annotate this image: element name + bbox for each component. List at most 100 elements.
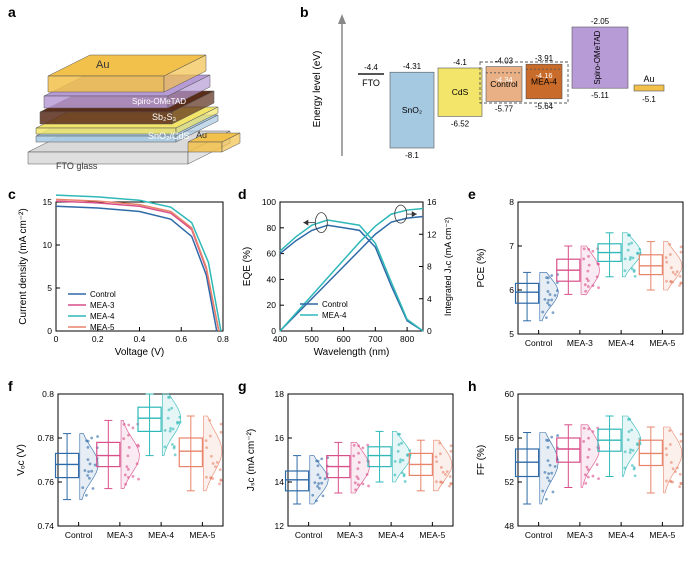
jv-curve-svg: 00.20.40.60.8051015Voltage (V)Current de…	[8, 186, 233, 361]
svg-text:0.74: 0.74	[37, 521, 54, 531]
panel-h: h 48525660FF (%)ControlMEA-3MEA-4MEA-5	[468, 378, 693, 563]
svg-text:Control: Control	[322, 300, 348, 309]
panel-a: a FTO glassSnO₂/CdSSb₂S₃Spiro-OMeTADAuAu	[8, 4, 268, 174]
svg-text:7: 7	[509, 241, 514, 251]
svg-text:8: 8	[427, 262, 432, 272]
svg-text:-5.11: -5.11	[591, 91, 609, 100]
svg-text:20: 20	[267, 300, 277, 310]
svg-text:-5.77: -5.77	[495, 104, 514, 113]
panel-g: g 12141618Jₛc (mA cm⁻²)ControlMEA-3MEA-4…	[238, 378, 463, 563]
svg-text:15: 15	[43, 197, 53, 207]
svg-text:500: 500	[305, 334, 319, 344]
device-stack-svg: FTO glassSnO₂/CdSSb₂S₃Spiro-OMeTADAuAu	[8, 4, 268, 174]
svg-text:Control: Control	[490, 79, 518, 89]
svg-text:Spiro-OMeTAD: Spiro-OMeTAD	[593, 30, 602, 84]
svg-text:10: 10	[43, 240, 53, 250]
svg-text:SnO₂/CdS: SnO₂/CdS	[148, 131, 190, 141]
svg-text:Voltage (V): Voltage (V)	[115, 347, 164, 358]
svg-text:Control: Control	[65, 530, 93, 540]
ff-box-svg: 48525660FF (%)ControlMEA-3MEA-4MEA-5	[468, 378, 693, 563]
panel-e: e 5678PCE (%)ControlMEA-3MEA-4MEA-5	[468, 186, 693, 361]
svg-text:0.78: 0.78	[37, 433, 54, 443]
svg-text:MEA-5: MEA-5	[649, 338, 675, 348]
svg-text:0: 0	[54, 334, 59, 344]
svg-text:0: 0	[47, 326, 52, 336]
svg-text:MEA-4: MEA-4	[90, 312, 115, 321]
svg-text:60: 60	[267, 249, 277, 259]
voc-box-svg: 0.740.760.780.8Vₒc (V)ControlMEA-3MEA-4M…	[8, 378, 233, 563]
panel-c-label: c	[8, 186, 16, 202]
svg-text:12: 12	[275, 521, 285, 531]
svg-text:MEA-5: MEA-5	[189, 530, 215, 540]
panel-b-label: b	[300, 4, 309, 20]
svg-text:FTO: FTO	[362, 78, 380, 88]
svg-text:48: 48	[505, 521, 515, 531]
svg-text:-8.1: -8.1	[405, 151, 419, 160]
panel-a-label: a	[8, 4, 16, 20]
svg-text:Control: Control	[525, 338, 553, 348]
svg-text:Vₒc (V): Vₒc (V)	[16, 444, 27, 476]
panel-b: b Energy level (eV)-4.4FTO-4.31-8.1SnO₂-…	[300, 4, 692, 174]
panel-d: d 400500600700800020406080100Wavelength …	[238, 186, 463, 361]
svg-text:EQE (%): EQE (%)	[242, 247, 253, 286]
svg-text:MEA-4: MEA-4	[378, 530, 404, 540]
svg-text:PCE (%): PCE (%)	[476, 249, 487, 288]
jsc-box-svg: 12141618Jₛc (mA cm⁻²)ControlMEA-3MEA-4ME…	[238, 378, 463, 563]
svg-text:MEA-3: MEA-3	[567, 338, 593, 348]
svg-text:12: 12	[427, 229, 437, 239]
panel-h-label: h	[468, 378, 477, 394]
svg-text:60: 60	[505, 389, 515, 399]
svg-text:800: 800	[400, 334, 414, 344]
svg-text:18: 18	[275, 389, 285, 399]
svg-text:52: 52	[505, 477, 515, 487]
svg-text:0.8: 0.8	[217, 334, 229, 344]
svg-text:MEA-5: MEA-5	[419, 530, 445, 540]
svg-text:Spiro-OMeTAD: Spiro-OMeTAD	[132, 97, 186, 106]
svg-text:Control: Control	[295, 530, 323, 540]
panel-e-label: e	[468, 186, 476, 202]
svg-text:Control: Control	[90, 290, 116, 299]
eqe-svg: 400500600700800020406080100Wavelength (n…	[238, 186, 463, 361]
svg-text:14: 14	[275, 477, 285, 487]
svg-text:0.4: 0.4	[134, 334, 146, 344]
panel-g-label: g	[238, 378, 247, 394]
svg-text:MEA-4: MEA-4	[608, 338, 634, 348]
svg-text:56: 56	[505, 433, 515, 443]
svg-text:4: 4	[427, 294, 432, 304]
svg-text:-4.03: -4.03	[495, 57, 514, 66]
svg-text:Current density (mA cm⁻²): Current density (mA cm⁻²)	[18, 208, 29, 324]
svg-text:-4.4: -4.4	[364, 63, 378, 72]
svg-text:MEA-4: MEA-4	[531, 77, 557, 87]
svg-text:-2.05: -2.05	[591, 17, 610, 26]
svg-text:-5.1: -5.1	[642, 95, 656, 104]
svg-text:16: 16	[427, 197, 437, 207]
svg-text:0.2: 0.2	[92, 334, 104, 344]
svg-text:700: 700	[368, 334, 382, 344]
pce-box-svg: 5678PCE (%)ControlMEA-3MEA-4MEA-5	[468, 186, 693, 361]
svg-text:600: 600	[336, 334, 350, 344]
svg-text:5: 5	[509, 329, 514, 339]
svg-text:Control: Control	[525, 530, 553, 540]
svg-text:MEA-3: MEA-3	[90, 301, 115, 310]
svg-text:FF (%): FF (%)	[476, 445, 487, 476]
svg-text:MEA-3: MEA-3	[337, 530, 363, 540]
panel-d-label: d	[238, 186, 247, 202]
svg-text:0.8: 0.8	[42, 389, 54, 399]
svg-text:MEA-5: MEA-5	[649, 530, 675, 540]
svg-text:0.76: 0.76	[37, 477, 54, 487]
svg-text:40: 40	[267, 274, 277, 284]
svg-text:Au: Au	[643, 74, 654, 84]
svg-text:-4.1: -4.1	[453, 58, 467, 67]
svg-text:6: 6	[509, 285, 514, 295]
svg-text:0.6: 0.6	[175, 334, 187, 344]
svg-text:SnO₂: SnO₂	[402, 105, 422, 115]
svg-text:Au: Au	[196, 130, 207, 140]
svg-text:-6.52: -6.52	[451, 119, 470, 128]
svg-text:0: 0	[271, 326, 276, 336]
svg-text:100: 100	[262, 197, 276, 207]
svg-text:FTO glass: FTO glass	[56, 161, 98, 171]
panel-c: c 00.20.40.60.8051015Voltage (V)Current …	[8, 186, 233, 361]
svg-text:MEA-3: MEA-3	[107, 530, 133, 540]
figure: a FTO glassSnO₂/CdSSb₂S₃Spiro-OMeTADAuAu…	[0, 0, 700, 568]
svg-text:0: 0	[427, 326, 432, 336]
